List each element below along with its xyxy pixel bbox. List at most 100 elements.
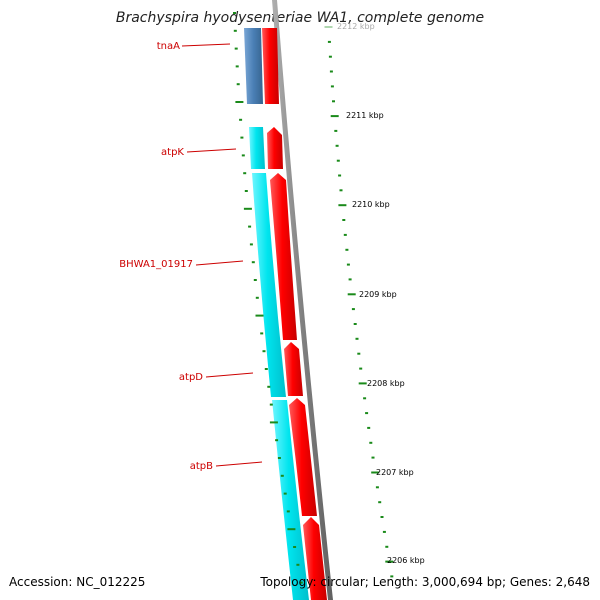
outer-major-tick	[358, 382, 367, 385]
outer-minor-tick	[336, 159, 340, 162]
outer-minor-tick	[345, 248, 349, 251]
inner-minor-tick	[233, 29, 237, 32]
scale-label-2211: 2211 kbp	[346, 111, 384, 120]
map-title: Brachyspira hyodysenteriae WA1, complete…	[115, 10, 485, 26]
outer-minor-tick	[338, 174, 342, 177]
accession-text: Accession: NC_012225	[9, 575, 146, 589]
inner-minor-tick	[283, 492, 287, 495]
outer-minor-tick	[343, 233, 347, 236]
forward-gene-2	[270, 173, 297, 340]
inner-major-tick	[287, 528, 296, 531]
scale-label-2210: 2210 kbp	[352, 200, 390, 209]
scale-label-2209: 2209 kbp	[359, 290, 397, 299]
inner-minor-tick	[241, 154, 245, 157]
outer-tick-track	[324, 26, 394, 578]
outer-minor-tick	[327, 40, 331, 43]
gene-label-tnaA[interactable]: tnaA	[157, 41, 180, 52]
inner-minor-tick	[262, 350, 266, 353]
outer-minor-tick	[342, 219, 346, 221]
outer-minor-tick	[382, 530, 386, 533]
label-leader-lines	[181, 43, 263, 467]
outer-minor-tick	[348, 278, 352, 281]
leader-line-atpK	[186, 148, 237, 153]
outer-minor-tick	[329, 70, 333, 73]
inner-minor-tick	[296, 563, 300, 566]
inner-minor-tick	[299, 581, 303, 584]
inner-minor-tick	[255, 296, 259, 299]
gene-atpK-feature	[249, 127, 265, 169]
outer-minor-tick	[365, 412, 369, 415]
inner-tick-track	[233, 12, 303, 584]
gene-atpB-feature	[272, 400, 309, 600]
leader-line-atpD	[205, 372, 254, 378]
inner-minor-tick	[277, 457, 281, 459]
inner-minor-tick	[244, 190, 248, 192]
inner-minor-tick	[249, 243, 253, 246]
outer-minor-tick	[359, 367, 363, 370]
inner-minor-tick	[239, 118, 243, 121]
inner-minor-tick	[267, 385, 271, 388]
gene-BHWA1_01917-feature	[252, 173, 286, 397]
gene-tnaA-feature	[244, 28, 263, 104]
inner-minor-tick	[240, 136, 244, 139]
genome-backbone	[272, 0, 333, 600]
leader-line-atpB	[215, 461, 263, 467]
forward-gene-1	[262, 28, 279, 104]
inner-minor-tick	[260, 332, 264, 335]
inner-minor-tick	[280, 474, 284, 477]
scale-label-2208: 2208 kbp	[367, 379, 405, 388]
outer-minor-tick	[346, 263, 350, 266]
outer-minor-tick	[355, 337, 359, 340]
outer-minor-tick	[357, 352, 361, 355]
outer-minor-tick	[375, 486, 379, 489]
inner-minor-tick	[236, 83, 240, 86]
inner-minor-tick	[253, 279, 257, 281]
outer-major-tick	[330, 115, 339, 118]
outer-minor-tick	[390, 575, 394, 578]
inner-major-tick	[235, 101, 244, 103]
outer-major-tick	[385, 560, 394, 563]
inner-minor-tick	[293, 546, 297, 548]
gene-label-BHWA1_01917[interactable]: BHWA1_01917	[119, 259, 193, 270]
outer-major-tick	[338, 204, 347, 207]
gene-label-atpB[interactable]: atpB	[190, 461, 213, 472]
outer-minor-tick	[380, 516, 384, 518]
inner-minor-tick	[235, 65, 239, 68]
inner-minor-tick	[275, 439, 279, 442]
leader-line-BHWA1_01917	[195, 260, 244, 266]
gene-label-atpD[interactable]: atpD	[179, 372, 203, 383]
scale-label-2207: 2207 kbp	[376, 468, 414, 477]
outer-minor-tick	[353, 323, 357, 325]
inner-minor-tick	[234, 47, 238, 50]
forward-gene-atpD	[284, 342, 303, 396]
outer-minor-tick	[371, 456, 375, 459]
topology-text: Topology: circular; Length: 3,000,694 bp…	[260, 575, 590, 589]
inner-minor-tick	[251, 261, 255, 264]
outer-minor-tick	[334, 129, 338, 132]
scale-label-2212: 2212 kbp	[337, 22, 375, 31]
inner-major-tick	[269, 421, 278, 424]
gene-label-atpK[interactable]: atpK	[161, 147, 184, 158]
inner-minor-tick	[269, 403, 273, 406]
inner-minor-tick	[243, 172, 247, 175]
scale-label-2206: 2206 kbp	[387, 556, 425, 565]
outer-minor-tick	[363, 397, 367, 400]
outer-minor-tick	[367, 426, 371, 429]
inner-major-tick	[243, 207, 252, 210]
inner-minor-tick	[286, 510, 290, 513]
outer-minor-tick	[339, 189, 343, 192]
outer-minor-tick	[330, 85, 334, 88]
inner-minor-tick	[264, 368, 268, 370]
inner-minor-tick	[248, 225, 252, 228]
outer-minor-tick	[369, 441, 373, 444]
outer-major-tick	[347, 293, 356, 296]
inner-minor-tick	[233, 12, 236, 14]
outer-minor-tick	[335, 144, 339, 147]
outer-minor-tick	[385, 545, 389, 548]
outer-minor-tick	[351, 308, 355, 311]
outer-major-tick	[324, 26, 333, 28]
inner-major-tick	[255, 314, 264, 317]
forward-gene-3	[289, 398, 317, 516]
forward-gene-4	[303, 517, 327, 600]
